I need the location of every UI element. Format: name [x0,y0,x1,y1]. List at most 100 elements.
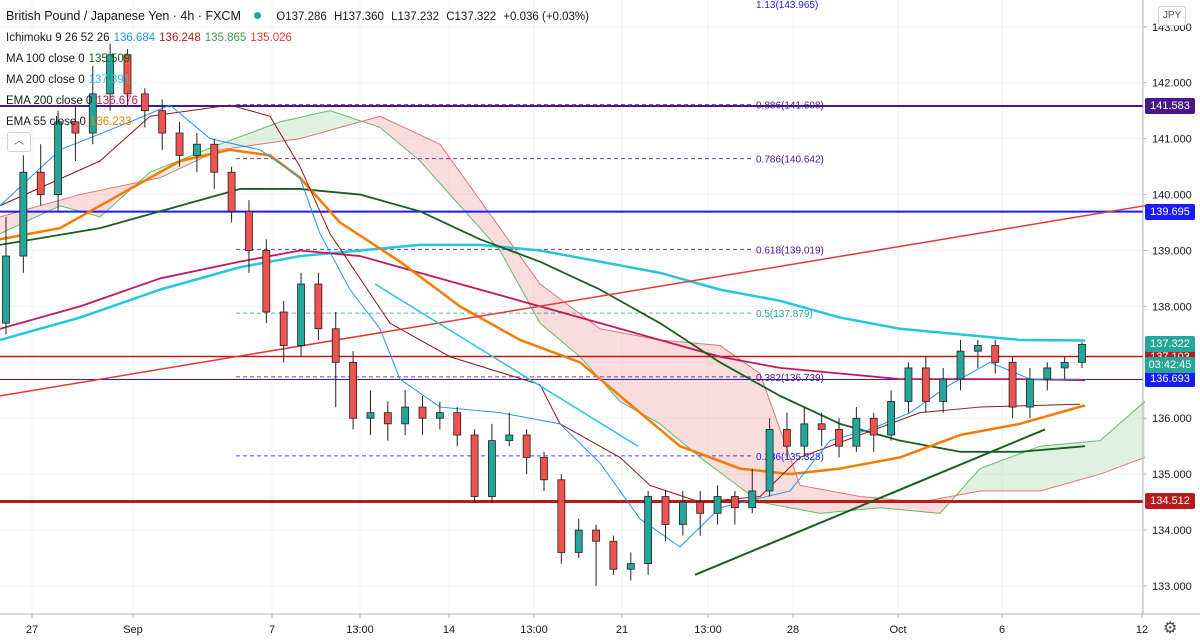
cloud-segment [715,345,720,473]
chevron-up-icon[interactable]: ︿ [7,132,31,152]
cloud-segment [310,114,315,136]
cloud-segment [560,298,565,345]
candle-body [678,501,687,525]
indicator-value: 135.026 [250,32,292,44]
cloud-segment [415,132,420,161]
senkou-span-b [0,115,1146,503]
gear-icon[interactable]: ⚙ [1163,620,1178,637]
cloud-segment [515,249,520,287]
cloud-segment [735,356,740,488]
cloud-segment [1135,405,1140,462]
candle-body [262,250,271,313]
cloud-segment [1130,410,1135,463]
y-tick-label: 134.000 [1152,525,1192,537]
candle-body [227,171,236,212]
cloud-segment [405,127,410,153]
indicator-value: 136.684 [113,32,156,44]
x-tick-label: 27 [26,624,38,636]
candle-body [210,143,219,173]
candle-body [800,423,809,447]
cloud-segment [705,344,710,465]
x-tick-label: Oct [889,624,906,636]
cloud-segment [95,190,100,217]
cloud-segment [425,137,430,173]
cloud-segment [320,111,325,134]
indicator-row[interactable]: MA 100 close 0 135.509 [6,49,589,70]
indicator-row[interactable]: EMA 55 close 0 136.233 [6,112,589,133]
symbol-row[interactable]: British Pound / Japanese Yen · 4h · FXCM… [6,6,589,28]
last-price-tag: 03:42:45 [1145,357,1195,374]
fib-level-label: 1.13(143.965) [756,0,818,11]
cloud-segment [780,429,785,507]
cloud-segment [370,117,375,126]
candle-body [835,429,843,447]
cloud-segment [30,207,35,220]
candle-body [939,378,948,402]
cloud-segment [960,485,965,495]
cloud-segment [595,325,600,380]
candle-body [869,417,878,436]
indicator-row[interactable]: Ichimoku 9 26 52 26 136.684 136.248 135.865… [6,28,589,49]
y-tick-label: 133.000 [1152,581,1192,593]
candle-body [574,529,583,553]
cloud-segment [980,466,985,491]
candle-body [297,283,305,346]
cloud-segment [790,457,795,509]
cloud-segment [470,186,475,223]
cloud-segment [460,172,465,212]
cloud-segment [390,120,395,141]
y-tick-label: 142.000 [1152,78,1192,90]
indicator-value: 135.509 [88,53,131,65]
candle-body [644,496,653,565]
cloud-segment [925,500,930,513]
candle-body [418,406,427,419]
candle-body [470,434,479,497]
cloud-segment [340,114,345,128]
indicator-label: MA 100 close 0 [6,53,85,65]
indicator-row[interactable]: EMA 200 close 0 136.676 [6,91,589,112]
cloud-segment [860,496,865,510]
cloud-segment [435,141,440,184]
cloud-segment [490,214,495,245]
candle-body [661,496,670,525]
x-tick-label: 21 [616,624,628,636]
cloud-segment [450,158,455,201]
y-tick-label: 138.000 [1152,301,1192,313]
symbol-title[interactable]: British Pound / Japanese Yen · 4h · FXCM [6,9,241,23]
candle-body [366,412,375,419]
cloud-segment [1015,453,1020,491]
price-level-tag: 136.693 [1145,371,1195,388]
cloud-segment [75,194,80,212]
cloud-segment [590,321,595,374]
indicator-row[interactable]: MA 200 close 0 137.391 [6,70,589,91]
tenkan-line [0,104,1080,548]
candle-body [71,121,80,134]
indicator-value: 136.233 [89,116,132,128]
cloud-segment [295,117,300,140]
cloud-segment [640,336,645,416]
cloud-segment [1040,445,1045,491]
status-dot-icon [254,12,262,19]
cloud-segment [455,165,460,206]
candle-body [314,283,323,330]
cloud-segment [345,115,350,127]
candle-body [1060,361,1069,369]
candle-body [193,143,201,156]
cloud-segment [725,349,730,480]
cloud-segment [260,127,265,145]
candle-body [175,132,184,156]
cloud-segment [800,485,805,511]
indicator-label: EMA 55 close 0 [6,116,86,128]
candle-body [1026,378,1034,408]
candle-body [731,496,739,509]
cloud-segment [285,119,290,141]
cloud-segment [335,112,340,129]
cloud-segment [440,144,445,189]
cloud-segment [330,110,335,131]
currency-button[interactable]: JPY [1158,6,1186,26]
candle-body [609,540,618,570]
cloud-segment [375,116,380,128]
price-level-tag: 141.583 [1145,98,1195,115]
